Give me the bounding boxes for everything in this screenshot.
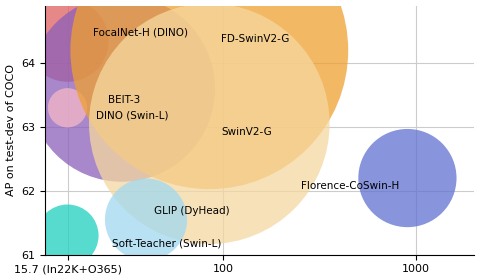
- Point: [205, 122, 213, 126]
- Point: [64, 233, 72, 238]
- Text: SwinV2-G: SwinV2-G: [221, 127, 272, 137]
- Point: [205, 48, 213, 53]
- Text: Florence-CoSwin-H: Florence-CoSwin-H: [300, 181, 399, 191]
- Point: [404, 176, 411, 180]
- Text: BEIT-3: BEIT-3: [108, 95, 141, 105]
- Point: [142, 217, 150, 222]
- Point: [64, 106, 72, 110]
- Point: [64, 38, 72, 43]
- Y-axis label: AP on test-dev of COCO: AP on test-dev of COCO: [6, 64, 15, 196]
- Text: DINO (Swin-L): DINO (Swin-L): [96, 111, 168, 121]
- Text: Soft-Teacher (Swin-L): Soft-Teacher (Swin-L): [112, 239, 221, 249]
- Text: FD-SwinV2-G: FD-SwinV2-G: [221, 34, 289, 44]
- Text: FocalNet-H (DINO): FocalNet-H (DINO): [93, 27, 188, 38]
- Point: [118, 86, 126, 91]
- Text: GLIP (DyHead): GLIP (DyHead): [154, 206, 229, 216]
